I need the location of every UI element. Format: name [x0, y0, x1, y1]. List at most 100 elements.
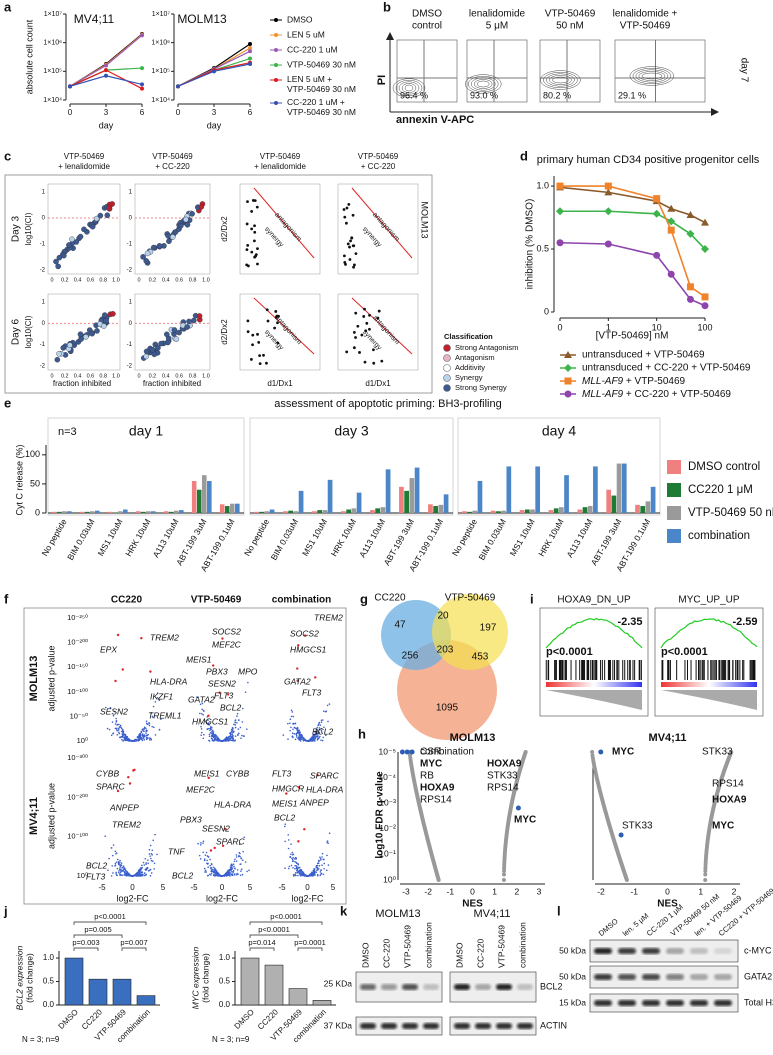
- ci-point: [78, 336, 84, 342]
- x-axis-label: d1/Dx1: [267, 379, 293, 388]
- band: [714, 974, 732, 980]
- legend-label: Antagonism: [455, 353, 495, 362]
- gene-point: [197, 842, 199, 845]
- contour: [392, 78, 426, 98]
- highlight-point: [409, 749, 415, 755]
- gene-point: [291, 858, 294, 861]
- iso-point: [250, 250, 254, 254]
- gene-label: MYC: [420, 759, 442, 770]
- gene-point-highlight: [314, 676, 317, 679]
- x-tick-label: No peptide: [242, 517, 271, 558]
- gene-point: [148, 739, 151, 741]
- gene-set-point: [624, 878, 629, 882]
- ci-point: [103, 317, 109, 324]
- gene-point: [200, 728, 203, 730]
- x-tick-label: MS1 10uM: [300, 517, 329, 558]
- x-tick-label: 3: [537, 886, 542, 896]
- gene-point: [294, 856, 297, 859]
- lane-label: combination: [517, 922, 527, 968]
- gene-point: [289, 855, 292, 858]
- ci-point: [109, 201, 115, 207]
- y-tick-label: 1: [42, 300, 46, 306]
- gene-point: [119, 861, 121, 863]
- gene-point: [204, 720, 207, 722]
- lane-label: DMSO: [454, 942, 464, 968]
- iso-point: [253, 230, 257, 234]
- gene-label: FLT3: [272, 768, 291, 778]
- gene-point: [303, 875, 305, 877]
- gene-point: [316, 874, 319, 877]
- gene-point: [237, 719, 240, 722]
- x-tick-label: 0.8: [189, 277, 197, 283]
- chart-title: assessment of apoptotic priming: BH3-pro…: [274, 398, 501, 410]
- band: [475, 984, 491, 990]
- panel-label: e: [4, 395, 11, 410]
- iso-point: [354, 252, 358, 256]
- gene-point: [296, 871, 298, 874]
- plot-frame: [337, 293, 419, 371]
- gene-point: [292, 874, 295, 876]
- flow-plot: [539, 39, 601, 103]
- bar: [240, 957, 260, 1006]
- bar: [356, 492, 362, 513]
- gene-point: [288, 839, 290, 841]
- lane-label: CC-220: [475, 938, 485, 968]
- panel-label: a: [4, 0, 12, 14]
- iso-point: [345, 221, 348, 225]
- gene-point: [206, 863, 209, 865]
- x-tick-label: MS1 10uM: [508, 517, 537, 558]
- gene-point: [287, 867, 290, 870]
- gene-point: [135, 738, 138, 741]
- legend-italic: MLL-AF9: [582, 376, 624, 387]
- gene-point: [209, 729, 211, 732]
- iso-point: [348, 245, 351, 249]
- bar: [168, 511, 174, 513]
- band: [381, 984, 397, 990]
- gene-point: [156, 853, 158, 856]
- gene-point: [120, 863, 122, 866]
- gene-point: [116, 858, 119, 861]
- gene-point: [231, 873, 234, 875]
- legend-line-text: VTP-50469 30 nM: [287, 84, 356, 94]
- gene-point: [291, 711, 294, 713]
- count: 453: [472, 652, 489, 663]
- gene-point: [291, 854, 294, 856]
- x-tick-label: 5: [331, 883, 336, 892]
- gene-point: [316, 865, 318, 867]
- gene-point: [141, 729, 144, 731]
- gene-label: STK33: [702, 747, 733, 758]
- gene-point: [128, 739, 130, 741]
- gene-label: HMGCR: [272, 783, 304, 793]
- iso-point: [354, 311, 358, 315]
- gene-point: [224, 738, 226, 741]
- gene-point-highlight: [297, 840, 300, 843]
- condition-label: 5 μM: [486, 21, 508, 32]
- gene-point: [211, 729, 214, 732]
- gene-point: [294, 722, 297, 725]
- gene-point: [122, 869, 124, 871]
- gene-label: STK33: [622, 821, 653, 832]
- gene-point: [291, 857, 293, 859]
- ranked-metric: [661, 690, 757, 710]
- gene-point: [200, 842, 202, 844]
- x-tick-label: BIM 0.03uM: [476, 517, 508, 562]
- contour: [401, 83, 417, 93]
- gene-label: HOXA9: [487, 759, 522, 770]
- gene-point: [300, 869, 302, 872]
- gene-point: [292, 866, 294, 869]
- column-label: + lenalidomide: [254, 162, 306, 171]
- gene-point: [140, 738, 143, 740]
- gene-point: [295, 864, 297, 867]
- iso-point: [253, 239, 256, 243]
- point: [604, 188, 613, 196]
- gene-point: [246, 870, 248, 873]
- ci-point: [104, 212, 111, 219]
- percent: 80.2 %: [543, 90, 571, 100]
- ci-point: [140, 254, 146, 260]
- legend-swatch: [667, 483, 681, 497]
- ci-point: [164, 331, 170, 338]
- gene-point: [116, 874, 118, 877]
- gene-point: [126, 739, 129, 741]
- gene-point: [152, 839, 155, 842]
- gene-label: SESN2: [100, 706, 128, 716]
